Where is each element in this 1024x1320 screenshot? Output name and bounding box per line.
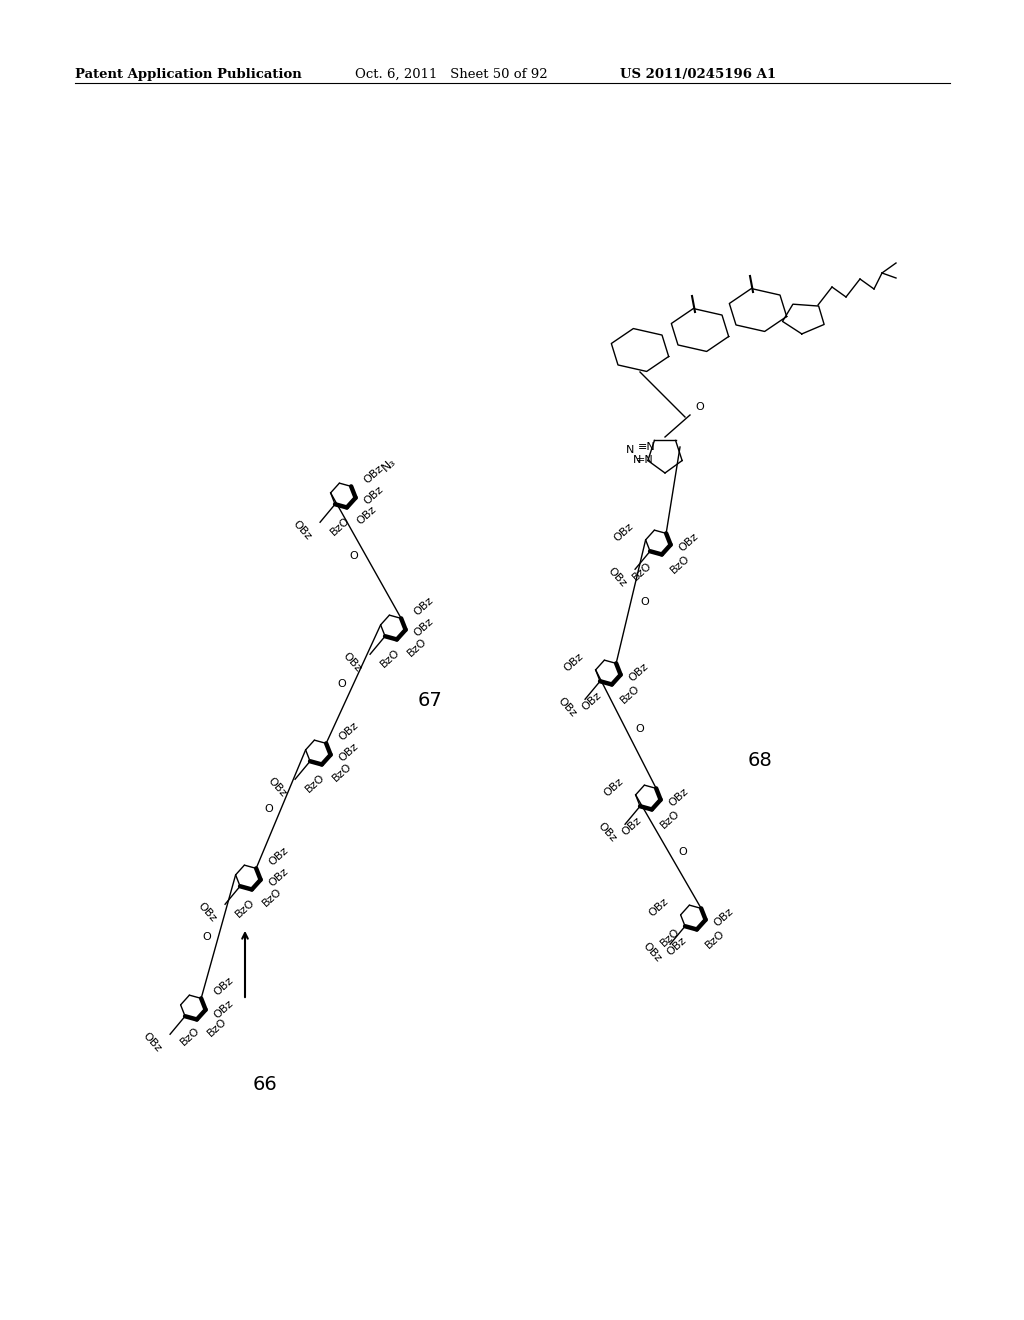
Text: O: O (349, 550, 358, 561)
Text: ≡N: ≡N (638, 442, 656, 451)
Text: BzO: BzO (205, 1016, 228, 1039)
Text: OBz: OBz (677, 532, 700, 554)
Text: OBz: OBz (581, 690, 604, 713)
Text: O: O (640, 597, 649, 607)
Text: O: O (636, 725, 644, 734)
Text: O: O (337, 678, 346, 689)
Text: BzO: BzO (658, 808, 681, 830)
Text: BzO: BzO (329, 515, 351, 537)
Text: N: N (626, 445, 634, 455)
Text: OBz: OBz (712, 907, 735, 929)
Text: Oct. 6, 2011   Sheet 50 of 92: Oct. 6, 2011 Sheet 50 of 92 (355, 69, 548, 81)
Text: 68: 68 (748, 751, 772, 770)
Text: OBz: OBz (612, 520, 635, 543)
Text: BzO: BzO (631, 560, 653, 582)
Text: BzO: BzO (233, 898, 257, 920)
Text: BzO: BzO (330, 762, 353, 784)
Text: 67: 67 (418, 690, 442, 710)
Text: OBz: OBz (412, 616, 435, 639)
Text: OBz: OBz (341, 651, 364, 673)
Text: OBz: OBz (602, 776, 626, 799)
Text: BzO: BzO (379, 647, 401, 669)
Text: OBz: OBz (266, 776, 288, 799)
Text: OBz: OBz (562, 651, 586, 673)
Text: OBz: OBz (355, 504, 379, 527)
Text: BzO: BzO (406, 636, 428, 659)
Text: OBz: OBz (212, 975, 234, 998)
Text: OBz: OBz (667, 787, 690, 809)
Text: O: O (678, 846, 687, 857)
Text: O: O (202, 932, 211, 941)
Text: US 2011/0245196 A1: US 2011/0245196 A1 (620, 69, 776, 81)
Text: OBz: OBz (641, 941, 664, 964)
Text: BzO: BzO (303, 772, 327, 795)
Text: O: O (264, 804, 273, 814)
Text: OBz: OBz (556, 696, 579, 719)
Text: OBz: OBz (596, 821, 618, 843)
Text: OBz: OBz (141, 1031, 163, 1053)
Text: 66: 66 (253, 1076, 278, 1094)
Text: BzO: BzO (178, 1026, 202, 1047)
Text: OBz: OBz (606, 566, 629, 589)
Text: OBz: OBz (361, 463, 385, 486)
Text: BzO: BzO (669, 553, 691, 576)
Text: BzO: BzO (659, 925, 682, 948)
Text: OBz: OBz (196, 900, 218, 924)
Text: OBz: OBz (291, 519, 313, 541)
Text: OBz: OBz (621, 814, 644, 837)
Text: OBz: OBz (267, 867, 290, 888)
Text: OBz: OBz (627, 661, 650, 684)
Text: BzO: BzO (703, 928, 726, 950)
Text: =N: =N (636, 455, 654, 465)
Text: N₃: N₃ (380, 455, 398, 474)
Text: OBz: OBz (266, 845, 290, 867)
Text: N: N (633, 455, 641, 465)
Text: OBz: OBz (337, 721, 359, 743)
Text: OBz: OBz (412, 595, 435, 618)
Text: OBz: OBz (212, 999, 236, 1020)
Text: O: O (695, 403, 705, 412)
Text: Patent Application Publication: Patent Application Publication (75, 69, 302, 81)
Text: BzO: BzO (260, 886, 284, 908)
Text: BzO: BzO (618, 684, 641, 706)
Text: OBz: OBz (666, 935, 689, 957)
Text: OBz: OBz (362, 484, 385, 507)
Text: OBz: OBz (337, 742, 360, 764)
Text: OBz: OBz (647, 896, 671, 917)
